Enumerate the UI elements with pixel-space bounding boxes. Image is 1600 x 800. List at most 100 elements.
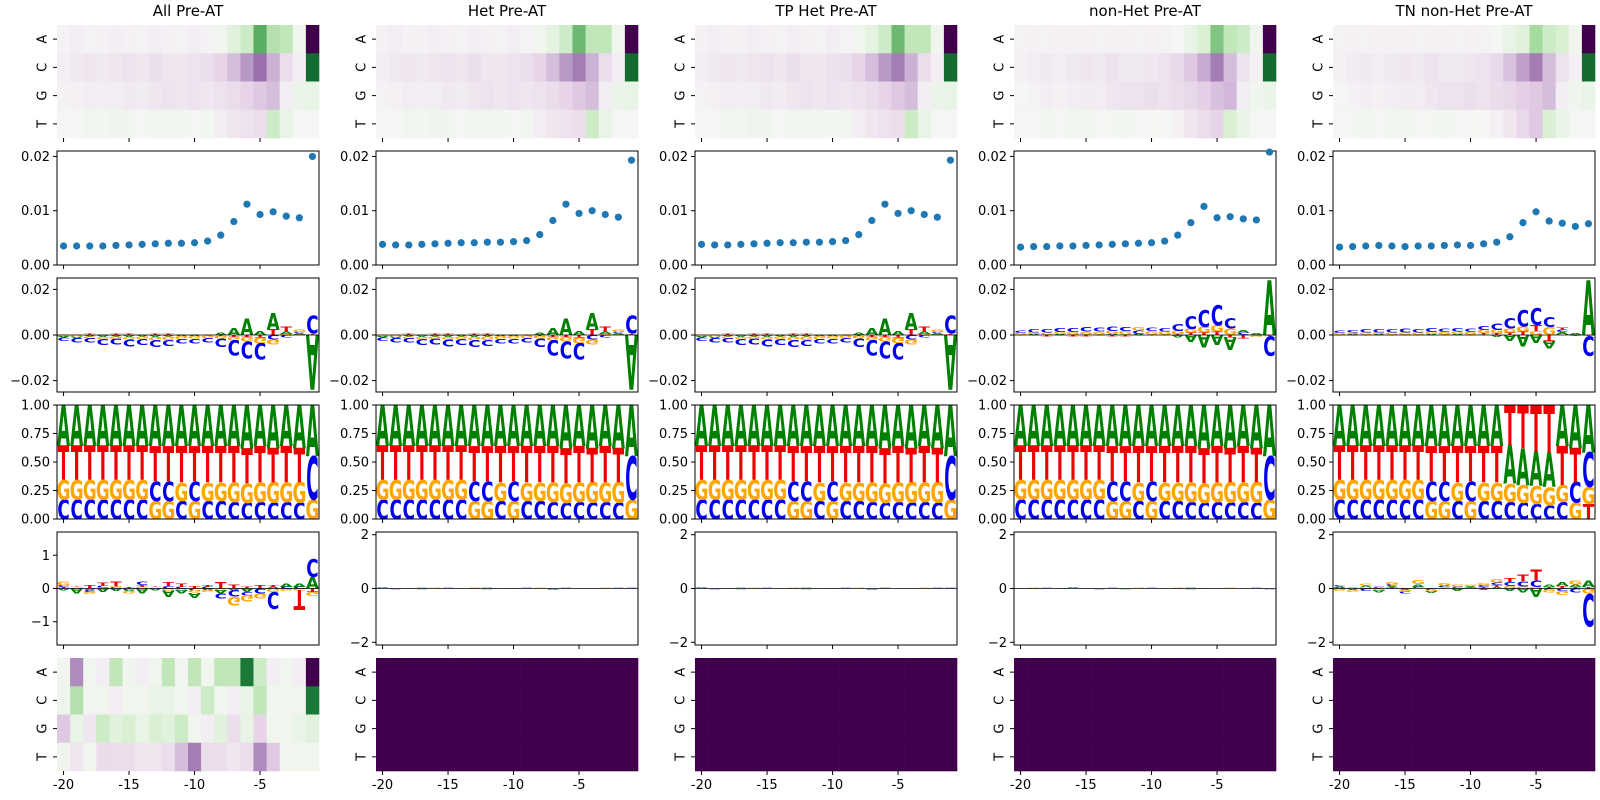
tick-label: 0.00: [659, 513, 688, 528]
logo-letter-a: A: [852, 332, 866, 336]
logo-letter-a: A: [149, 393, 162, 459]
logo-letter-g: G: [253, 591, 267, 599]
heatmap-cell: [240, 25, 254, 54]
logo-letter-g: G: [813, 478, 827, 507]
scatter-point: [378, 240, 387, 248]
heatmap-cell: [454, 25, 468, 54]
logo-letter-c: C: [1517, 580, 1529, 589]
heatmap-cell: [930, 81, 945, 111]
logo-letter-t: T: [1067, 438, 1078, 493]
logo-letter-a: A: [389, 336, 403, 339]
scatter-point: [308, 152, 317, 161]
logo-letter-g: G: [1490, 578, 1504, 583]
heatmap-cell: [1092, 81, 1106, 111]
scatter-point: [125, 241, 133, 249]
logo-letter-g: G: [1145, 330, 1159, 335]
logo-letter-a: A: [376, 393, 389, 459]
heatmap-cell: [572, 742, 586, 772]
tick-label: 0.02: [1297, 150, 1326, 165]
heatmap-cell: [57, 742, 71, 772]
heatmap-cell: [904, 686, 918, 715]
logo-letter-a: A: [1359, 393, 1372, 459]
heatmap-cell: [799, 686, 814, 715]
heatmap-cell: [441, 742, 455, 772]
heatmap-cell: [1359, 686, 1373, 715]
logo-letter-g: G: [1516, 481, 1530, 510]
heatmap-cell: [201, 81, 215, 111]
heatmap-cell: [454, 109, 468, 139]
logo-letter-c: C: [813, 338, 825, 345]
heatmap-cell: [1249, 53, 1264, 82]
logo-letter-a: A: [109, 335, 123, 337]
logo-letter-t: T: [1211, 436, 1223, 495]
tick-label: 0.00: [21, 259, 50, 274]
logo-letter-c: C: [547, 497, 559, 525]
heatmap-cell: [1424, 686, 1439, 715]
logo-letter-t: T: [294, 440, 305, 495]
heatmap-cell: [1398, 109, 1412, 139]
logo-letter-a: A: [800, 393, 813, 459]
logo-letter-g: G: [1223, 588, 1237, 589]
logo-letter-c: C: [944, 588, 956, 589]
heatmap-cell: [1066, 714, 1080, 744]
heatmap-cell: [454, 53, 468, 82]
logo-letter-t: T: [1583, 502, 1595, 525]
heatmap-cell: [799, 53, 814, 82]
heatmap-cell: [266, 109, 280, 139]
logo-letter-c: C: [1360, 329, 1372, 334]
heatmap-cell: [1118, 25, 1133, 54]
logo-letter-t: T: [1570, 335, 1583, 336]
logo-letter-g: G: [813, 335, 827, 340]
tick-label: -20: [372, 778, 393, 793]
logo-letter-t: T: [58, 438, 69, 493]
heatmap-cell: [1249, 658, 1264, 687]
heatmap-cell: [227, 81, 241, 111]
scatter-point: [190, 239, 199, 247]
heatmap-cell: [122, 686, 136, 715]
logo-letter-g: G: [1568, 499, 1582, 525]
heatmap-cell: [188, 686, 202, 715]
scatter-series: [697, 156, 955, 249]
logo-letter-c: C: [1569, 587, 1581, 594]
logo-letter-t: T: [573, 436, 585, 495]
heatmap-cell: [415, 25, 429, 54]
heatmap-cell: [624, 109, 639, 139]
heatmap-cell: [1118, 81, 1133, 111]
logo-letter-t: T: [1386, 587, 1399, 589]
heatmap-cell: [852, 686, 866, 715]
scatter-point: [562, 200, 570, 208]
logo-letter-a: A: [1119, 393, 1132, 459]
logo-letter-g: G: [441, 476, 455, 507]
logo-letter-a: A: [267, 586, 281, 589]
logo-letter-a: A: [878, 315, 891, 341]
logo-letter-g: G: [1158, 478, 1172, 507]
logo-letter-t: T: [547, 436, 559, 495]
heatmap-cell: [1464, 53, 1478, 82]
logo-letter-c: C: [267, 499, 279, 525]
scatter-point: [601, 210, 609, 219]
logo-letter-a: A: [376, 336, 390, 338]
logo-letter-c: C: [1425, 477, 1437, 508]
heatmap-cell: [1197, 658, 1211, 687]
scatter-point: [1069, 242, 1077, 250]
tick-label: 0.25: [978, 484, 1007, 499]
heatmap-cell: [760, 742, 774, 772]
heatmap: [695, 658, 958, 772]
heatmap-cell: [839, 109, 853, 139]
scatter-point: [151, 240, 159, 248]
heatmap-cell: [734, 25, 748, 54]
heatmap-cell: [240, 658, 254, 687]
tick-label: -20: [53, 778, 74, 793]
heatmap-cell: [734, 714, 748, 744]
heatmap-cell: [266, 53, 280, 82]
logo-letter-t: T: [307, 333, 320, 334]
heatmap-cell: [1542, 25, 1556, 54]
heatmap-cell: [1372, 53, 1386, 82]
heatmap-cell: [904, 109, 918, 139]
logo-letter-a: A: [1556, 581, 1569, 588]
heatmap-cell: [585, 658, 599, 687]
heatmap-cell: [1477, 25, 1491, 54]
base-label: A: [355, 668, 370, 677]
logo-letter-c: C: [110, 336, 122, 345]
logo-letter-g: G: [1359, 476, 1373, 507]
